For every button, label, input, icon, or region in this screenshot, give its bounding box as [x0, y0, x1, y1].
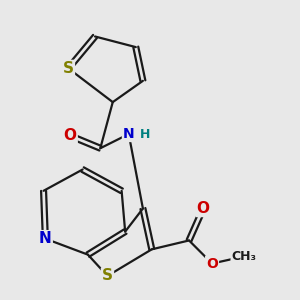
Text: O: O	[64, 128, 77, 143]
Text: O: O	[206, 256, 218, 271]
Text: O: O	[197, 201, 210, 216]
Text: CH₃: CH₃	[232, 250, 256, 263]
Text: S: S	[63, 61, 74, 76]
Text: N: N	[123, 127, 134, 141]
Text: H: H	[140, 128, 150, 140]
Text: S: S	[102, 268, 113, 284]
Text: N: N	[39, 231, 52, 246]
